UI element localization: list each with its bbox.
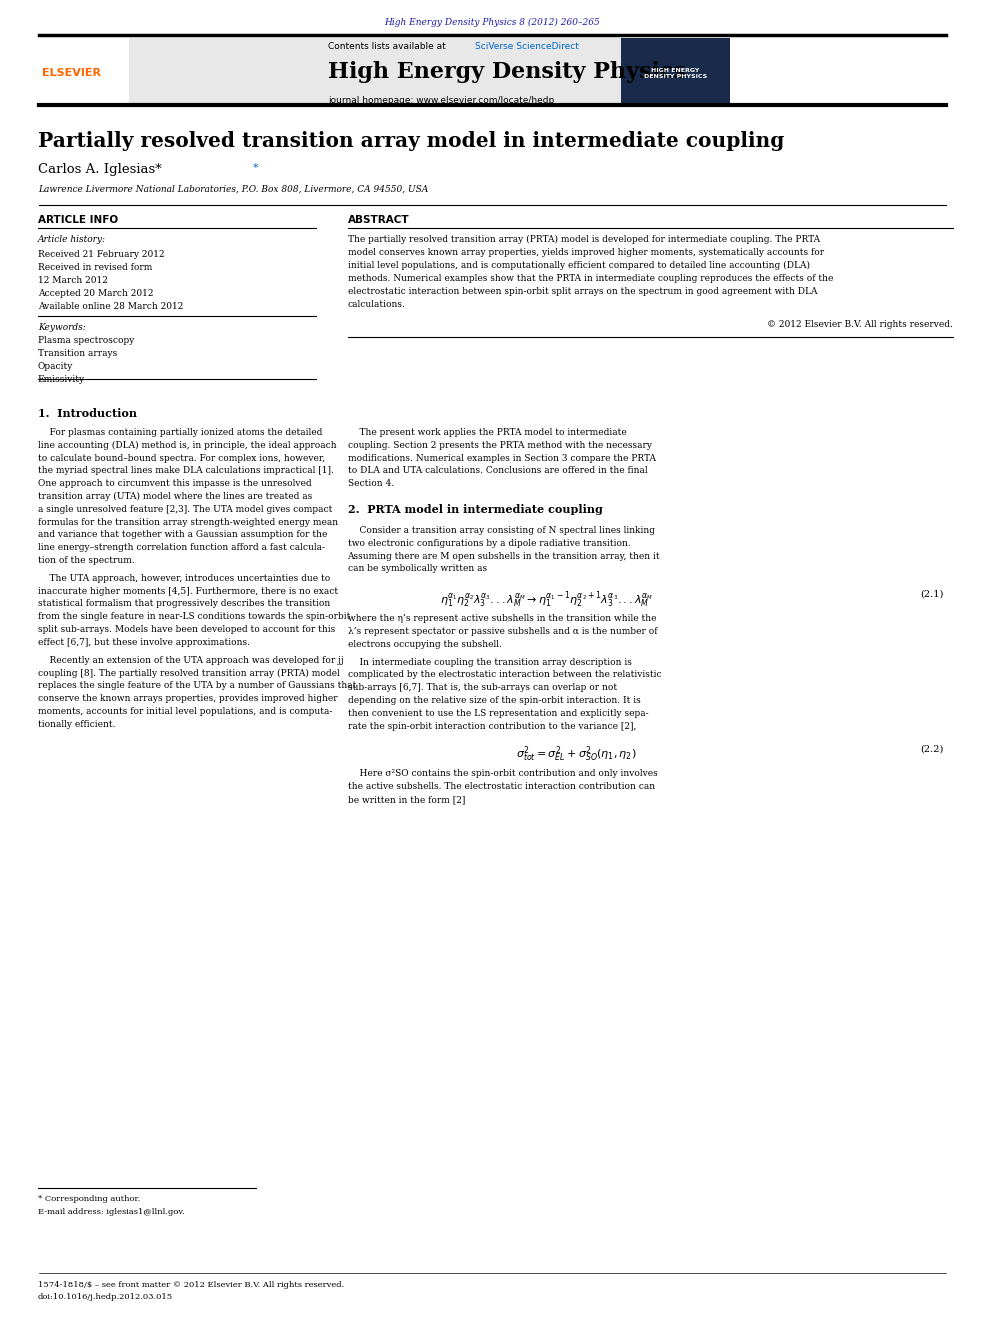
Text: Keywords:: Keywords: <box>38 323 85 332</box>
Text: Accepted 20 March 2012: Accepted 20 March 2012 <box>38 288 153 298</box>
Text: Available online 28 March 2012: Available online 28 March 2012 <box>38 302 184 311</box>
Text: formulas for the transition array strength-weighted energy mean: formulas for the transition array streng… <box>38 517 338 527</box>
Text: coupling [8]. The partially resolved transition array (PRTA) model: coupling [8]. The partially resolved tra… <box>38 668 339 677</box>
Text: line energy–strength correlation function afford a fast calcula-: line energy–strength correlation functio… <box>38 544 324 552</box>
Text: Article history:: Article history: <box>38 235 106 243</box>
Text: 1.  Introduction: 1. Introduction <box>38 407 137 419</box>
Text: Section 4.: Section 4. <box>347 479 394 488</box>
Text: High Energy Density Physics 8 (2012) 260–265: High Energy Density Physics 8 (2012) 260… <box>385 19 600 28</box>
Text: Received in revised form: Received in revised form <box>38 263 152 273</box>
Text: statistical formalism that progressively describes the transition: statistical formalism that progressively… <box>38 599 330 609</box>
Text: split sub-arrays. Models have been developed to account for this: split sub-arrays. Models have been devel… <box>38 624 335 634</box>
Text: be written in the form [2]: be written in the form [2] <box>347 795 465 804</box>
Text: methods. Numerical examples show that the PRTA in intermediate coupling reproduc: methods. Numerical examples show that th… <box>347 274 833 283</box>
Text: For plasmas containing partially ionized atoms the detailed: For plasmas containing partially ionized… <box>38 429 322 437</box>
Text: replaces the single feature of the UTA by a number of Gaussians that: replaces the single feature of the UTA b… <box>38 681 356 691</box>
Text: Assuming there are M open subshells in the transition array, then it: Assuming there are M open subshells in t… <box>347 552 660 561</box>
Text: $\eta_1^{\alpha_1}\eta_2^{\alpha_2}\lambda_3^{\alpha_3}...\lambda_M^{\alpha_M} \: $\eta_1^{\alpha_1}\eta_2^{\alpha_2}\lamb… <box>439 589 653 610</box>
Text: then convenient to use the LS representation and explicitly sepa-: then convenient to use the LS representa… <box>347 709 648 718</box>
Bar <box>35 38 621 103</box>
Text: rate the spin-orbit interaction contribution to the variance [2],: rate the spin-orbit interaction contribu… <box>347 721 636 730</box>
Text: complicated by the electrostatic interaction between the relativistic: complicated by the electrostatic interac… <box>347 671 661 680</box>
Text: and variance that together with a Gaussian assumption for the: and variance that together with a Gaussi… <box>38 531 327 540</box>
Bar <box>35 38 129 103</box>
Text: Lawrence Livermore National Laboratories, P.O. Box 808, Livermore, CA 94550, USA: Lawrence Livermore National Laboratories… <box>38 185 428 194</box>
Text: *: * <box>253 163 259 173</box>
Text: effect [6,7], but these involve approximations.: effect [6,7], but these involve approxim… <box>38 638 250 647</box>
Text: * Corresponding author.: * Corresponding author. <box>38 1195 140 1203</box>
Text: journal homepage: www.elsevier.com/locate/hedp: journal homepage: www.elsevier.com/locat… <box>327 97 554 105</box>
Text: the myriad spectral lines make DLA calculations impractical [1].: the myriad spectral lines make DLA calcu… <box>38 467 333 475</box>
Text: One approach to circumvent this impasse is the unresolved: One approach to circumvent this impasse … <box>38 479 311 488</box>
Text: can be symbolically written as: can be symbolically written as <box>347 565 487 573</box>
Text: Received 21 February 2012: Received 21 February 2012 <box>38 250 165 259</box>
Text: line accounting (DLA) method is, in principle, the ideal approach: line accounting (DLA) method is, in prin… <box>38 441 336 450</box>
Text: Partially resolved transition array model in intermediate coupling: Partially resolved transition array mode… <box>38 131 784 151</box>
Text: transition array (UTA) model where the lines are treated as: transition array (UTA) model where the l… <box>38 492 311 501</box>
Text: ARTICLE INFO: ARTICLE INFO <box>38 216 118 225</box>
Text: λ’s represent spectator or passive subshells and α is the number of: λ’s represent spectator or passive subsh… <box>347 627 657 636</box>
Text: ELSEVIER: ELSEVIER <box>42 67 101 78</box>
Text: to calculate bound–bound spectra. For complex ions, however,: to calculate bound–bound spectra. For co… <box>38 454 324 463</box>
Text: a single unresolved feature [2,3]. The UTA model gives compact: a single unresolved feature [2,3]. The U… <box>38 505 332 513</box>
Text: modifications. Numerical examples in Section 3 compare the PRTA: modifications. Numerical examples in Sec… <box>347 454 656 463</box>
Text: SciVerse ScienceDirect: SciVerse ScienceDirect <box>474 42 578 52</box>
Text: Opacity: Opacity <box>38 363 73 370</box>
Text: In intermediate coupling the transition array description is: In intermediate coupling the transition … <box>347 658 631 667</box>
Text: ABSTRACT: ABSTRACT <box>347 216 409 225</box>
Text: moments, accounts for initial level populations, and is computa-: moments, accounts for initial level popu… <box>38 706 332 716</box>
Text: tion of the spectrum.: tion of the spectrum. <box>38 556 135 565</box>
Text: Plasma spectroscopy: Plasma spectroscopy <box>38 336 134 345</box>
Text: Carlos A. Iglesias*: Carlos A. Iglesias* <box>38 163 162 176</box>
Text: The present work applies the PRTA model to intermediate: The present work applies the PRTA model … <box>347 429 626 437</box>
Text: conserve the known arrays properties, provides improved higher: conserve the known arrays properties, pr… <box>38 695 337 703</box>
Text: 12 March 2012: 12 March 2012 <box>38 277 107 284</box>
Text: The UTA approach, however, introduces uncertainties due to: The UTA approach, however, introduces un… <box>38 574 330 583</box>
Text: The partially resolved transition array (PRTA) model is developed for intermedia: The partially resolved transition array … <box>347 235 819 245</box>
Text: model conserves known array properties, yields improved higher moments, systemat: model conserves known array properties, … <box>347 247 823 257</box>
Text: two electronic configurations by a dipole radiative transition.: two electronic configurations by a dipol… <box>347 538 630 548</box>
Text: 1574-1818/$ – see front matter © 2012 Elsevier B.V. All rights reserved.: 1574-1818/$ – see front matter © 2012 El… <box>38 1281 344 1289</box>
Text: from the single feature in near-LS conditions towards the spin-orbit: from the single feature in near-LS condi… <box>38 613 350 622</box>
Text: the active subshells. The electrostatic interaction contribution can: the active subshells. The electrostatic … <box>347 782 655 791</box>
Text: where the η’s represent active subshells in the transition while the: where the η’s represent active subshells… <box>347 614 656 623</box>
Text: Here σ²SO contains the spin-orbit contribution and only involves: Here σ²SO contains the spin-orbit contri… <box>347 770 658 778</box>
Text: (2.1): (2.1) <box>920 589 943 598</box>
Text: Recently an extension of the UTA approach was developed for jj: Recently an extension of the UTA approac… <box>38 656 343 664</box>
Text: E-mail address: iglesias1@llnl.gov.: E-mail address: iglesias1@llnl.gov. <box>38 1208 185 1216</box>
Text: calculations.: calculations. <box>347 300 406 310</box>
Text: Contents lists available at: Contents lists available at <box>327 42 448 52</box>
Bar <box>621 38 730 103</box>
Text: tionally efficient.: tionally efficient. <box>38 720 115 729</box>
Text: HIGH ENERGY
DENSITY PHYSICS: HIGH ENERGY DENSITY PHYSICS <box>644 67 707 79</box>
Text: 2.  PRTA model in intermediate coupling: 2. PRTA model in intermediate coupling <box>347 504 602 515</box>
Text: depending on the relative size of the spin-orbit interaction. It is: depending on the relative size of the sp… <box>347 696 640 705</box>
Text: doi:10.1016/j.hedp.2012.03.015: doi:10.1016/j.hedp.2012.03.015 <box>38 1293 173 1301</box>
Text: electrostatic interaction between spin-orbit split arrays on the spectrum in goo: electrostatic interaction between spin-o… <box>347 287 817 296</box>
Text: electrons occupying the subshell.: electrons occupying the subshell. <box>347 640 501 648</box>
Text: High Energy Density Physics: High Energy Density Physics <box>327 61 685 83</box>
Text: © 2012 Elsevier B.V. All rights reserved.: © 2012 Elsevier B.V. All rights reserved… <box>768 320 953 329</box>
Text: to DLA and UTA calculations. Conclusions are offered in the final: to DLA and UTA calculations. Conclusions… <box>347 467 647 475</box>
Text: inaccurate higher moments [4,5]. Furthermore, there is no exact: inaccurate higher moments [4,5]. Further… <box>38 586 338 595</box>
Text: Emissivity: Emissivity <box>38 374 85 384</box>
Text: (2.2): (2.2) <box>920 745 943 753</box>
Text: initial level populations, and is computationally efficient compared to detailed: initial level populations, and is comput… <box>347 261 809 270</box>
Text: sub-arrays [6,7]. That is, the sub-arrays can overlap or not: sub-arrays [6,7]. That is, the sub-array… <box>347 683 617 692</box>
Text: coupling. Section 2 presents the PRTA method with the necessary: coupling. Section 2 presents the PRTA me… <box>347 441 652 450</box>
Text: Transition arrays: Transition arrays <box>38 349 117 359</box>
Text: Consider a transition array consisting of N spectral lines linking: Consider a transition array consisting o… <box>347 527 655 534</box>
Text: $\sigma^2_{tot} = \sigma^2_{EL} + \sigma^2_{SO}(\eta_1,\eta_2)$: $\sigma^2_{tot} = \sigma^2_{EL} + \sigma… <box>516 745 636 763</box>
